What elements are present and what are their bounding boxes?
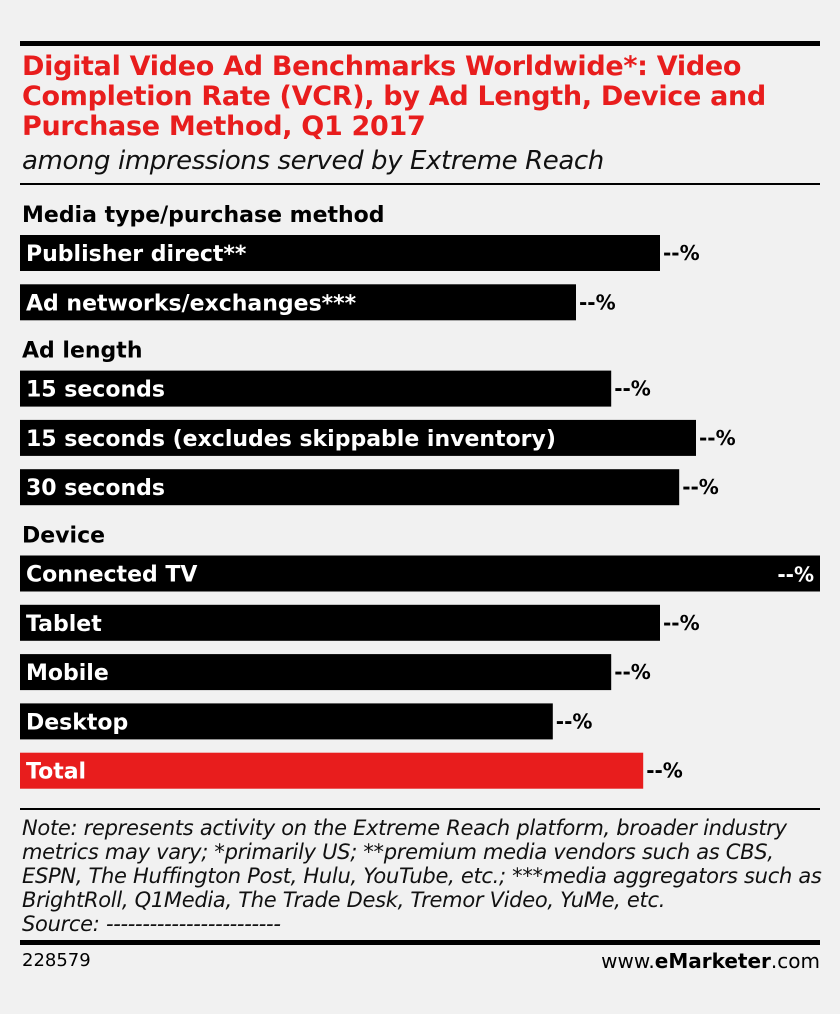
value-label: --% [614, 377, 651, 401]
chart-title: Digital Video Ad Benchmarks Worldwide*: … [22, 51, 766, 142]
bar [20, 469, 680, 506]
value-label: --% [699, 426, 736, 450]
note-text: Note: represents activity on the Extreme… [22, 816, 822, 912]
value-label: --% [663, 611, 700, 635]
bottom-rule [20, 940, 820, 945]
value-label: --% [663, 241, 700, 265]
bar-label: Desktop [26, 710, 128, 735]
header-divider [20, 183, 820, 185]
bar-label: 30 seconds [26, 476, 165, 501]
value-label: --% [556, 709, 593, 733]
group-label: Media type/purchase method [22, 203, 385, 228]
bar [20, 703, 553, 740]
bar-label: Total [26, 760, 86, 785]
bar-label: 15 seconds (excludes skippable inventory… [26, 427, 556, 452]
bar-chart: Media type/purchase method Publisher dire… [20, 203, 820, 789]
brand-suffix: .com [770, 949, 820, 973]
value-label: --% [579, 290, 616, 314]
bar [20, 654, 612, 691]
group-label: Device [22, 524, 105, 549]
brand-url[interactable]: www.eMarketer.com [601, 949, 820, 973]
chart-subtitle: among impressions served by Extreme Reac… [22, 146, 604, 176]
brand-name: eMarketer [654, 949, 771, 973]
bar-label: Mobile [26, 661, 109, 686]
bar [20, 555, 820, 592]
top-rule [20, 41, 820, 46]
bar [20, 284, 576, 321]
group-label: Ad length [22, 339, 142, 364]
bar [20, 604, 660, 641]
bar-label: Ad networks/exchanges*** [26, 291, 357, 316]
bar-label: Tablet [26, 612, 102, 637]
bar [20, 370, 612, 407]
value-label: --% [614, 660, 651, 684]
brand-prefix: www. [601, 949, 655, 973]
note-divider [20, 808, 820, 810]
value-label: --% [682, 475, 719, 499]
bar [20, 752, 644, 789]
bar-label: Connected TV [26, 563, 197, 588]
bar [20, 235, 660, 271]
bar [20, 419, 696, 456]
chart-id: 228579 [22, 950, 91, 971]
chart-note: Note: represents activity on the Extreme… [22, 816, 822, 936]
value-label: --% [646, 759, 683, 783]
bar-label: Publisher direct** [26, 242, 247, 267]
source-text: Source: ------------------------ [22, 912, 281, 936]
value-label: --% [777, 563, 814, 587]
bar-label: 15 seconds [26, 378, 165, 403]
